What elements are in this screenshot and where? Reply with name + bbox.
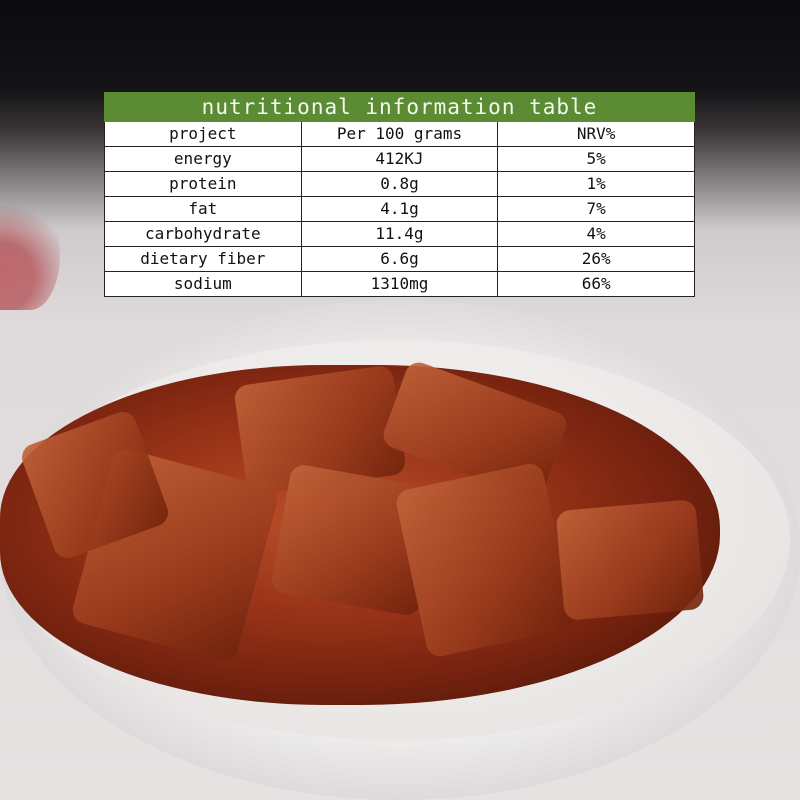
nutrient-amount: 1310mg (300, 271, 499, 297)
food-photo (0, 358, 720, 705)
table-title: nutritional information table (104, 92, 695, 122)
nutrient-nrv: 1% (497, 171, 695, 197)
nutrition-table: nutritional information table project Pe… (104, 92, 695, 297)
nutrient-amount: 11.4g (300, 221, 499, 247)
table-row: sodium 1310mg 66% (104, 271, 695, 297)
nutrient-amount: 4.1g (300, 196, 499, 222)
header-project: project (104, 121, 302, 147)
food-piece (555, 499, 705, 621)
nutrient-name: dietary fiber (104, 246, 302, 272)
table-row: carbohydrate 11.4g 4% (104, 221, 695, 247)
nutrient-name: carbohydrate (104, 221, 302, 247)
nutrient-nrv: 5% (497, 146, 695, 172)
background-red-object (0, 200, 60, 310)
food-piece (393, 461, 577, 659)
nutrient-name: sodium (104, 271, 302, 297)
nutrient-nrv: 4% (497, 221, 695, 247)
nutrient-nrv: 7% (497, 196, 695, 222)
table-row: fat 4.1g 7% (104, 196, 695, 222)
nutrient-name: fat (104, 196, 302, 222)
nutrient-amount: 412KJ (300, 146, 499, 172)
header-per-100g: Per 100 grams (300, 121, 499, 147)
nutrient-nrv: 66% (497, 271, 695, 297)
nutrient-amount: 0.8g (300, 171, 499, 197)
table-row: protein 0.8g 1% (104, 171, 695, 197)
nutrient-name: protein (104, 171, 302, 197)
header-nrv: NRV% (497, 121, 695, 147)
nutrient-name: energy (104, 146, 302, 172)
nutrient-nrv: 26% (497, 246, 695, 272)
table-row: energy 412KJ 5% (104, 146, 695, 172)
table-row: dietary fiber 6.6g 26% (104, 246, 695, 272)
table-header-row: project Per 100 grams NRV% (104, 121, 695, 147)
nutrient-amount: 6.6g (300, 246, 499, 272)
